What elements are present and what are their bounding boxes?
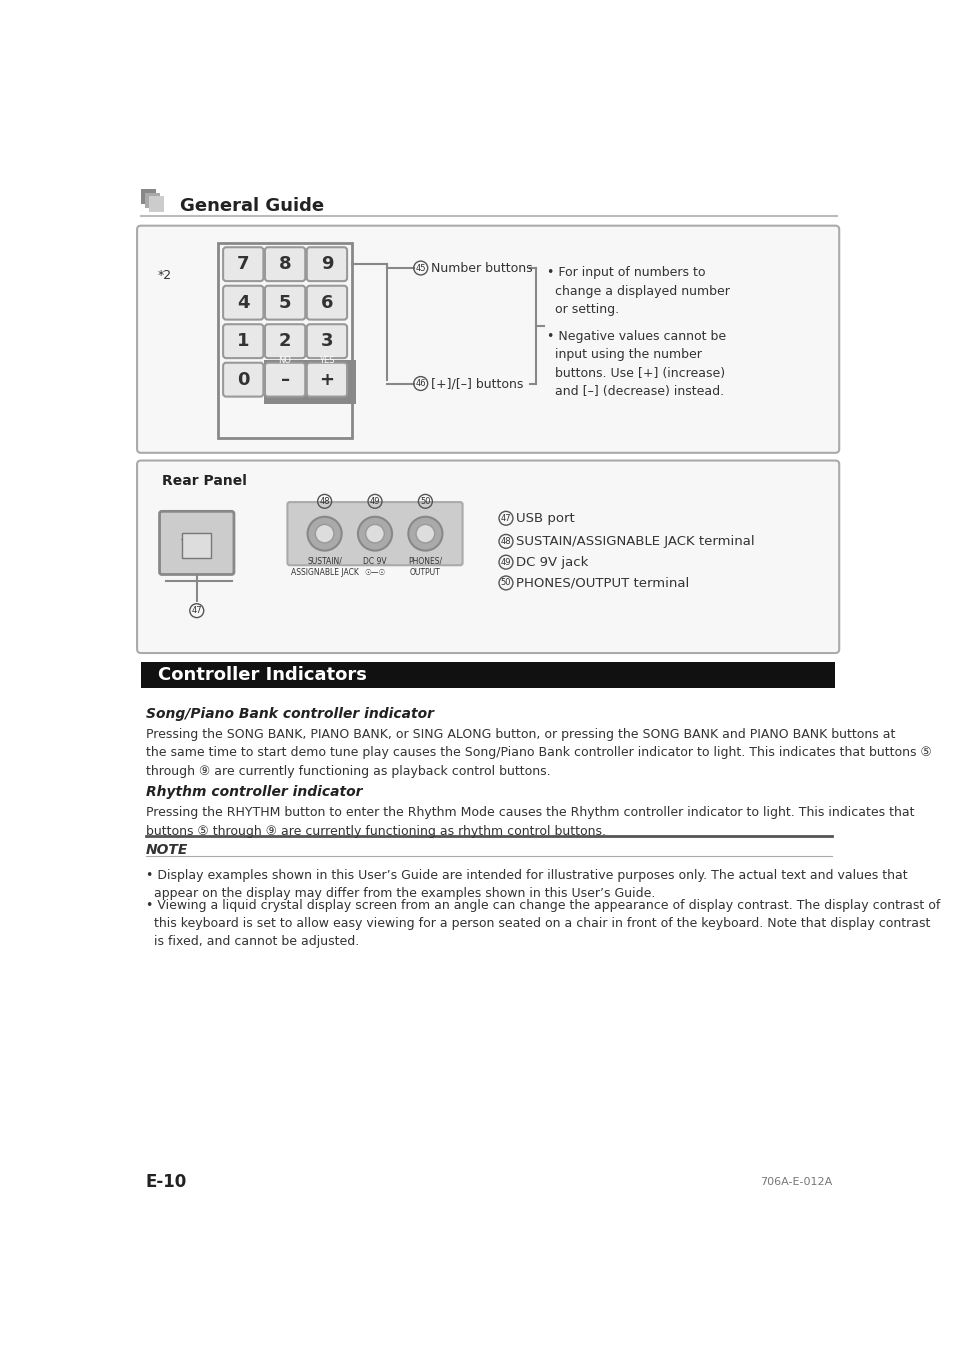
FancyBboxPatch shape: [137, 225, 839, 453]
Text: 46: 46: [415, 379, 426, 388]
Text: 47: 47: [192, 607, 202, 615]
Text: • Viewing a liquid crystal display screen from an angle can change the appearanc: • Viewing a liquid crystal display scree…: [146, 899, 939, 949]
Circle shape: [307, 516, 341, 550]
FancyBboxPatch shape: [307, 247, 347, 282]
FancyBboxPatch shape: [223, 247, 263, 282]
FancyBboxPatch shape: [182, 532, 212, 558]
FancyBboxPatch shape: [287, 501, 462, 565]
Text: • Display examples shown in this User’s Guide are intended for illustrative purp: • Display examples shown in this User’s …: [146, 868, 906, 899]
Text: 50: 50: [500, 578, 511, 588]
Text: 5: 5: [278, 294, 291, 311]
Text: 4: 4: [236, 294, 250, 311]
Text: Rear Panel: Rear Panel: [162, 474, 247, 488]
Text: 2: 2: [278, 332, 291, 350]
Text: USB port: USB port: [516, 512, 575, 524]
Text: 6: 6: [320, 294, 333, 311]
Text: E-10: E-10: [146, 1173, 187, 1192]
Circle shape: [315, 524, 334, 543]
Text: SUSTAIN/
ASSIGNABLE JACK: SUSTAIN/ ASSIGNABLE JACK: [291, 557, 358, 577]
Text: PHONES/
OUTPUT: PHONES/ OUTPUT: [408, 557, 442, 577]
Text: 0: 0: [236, 371, 250, 388]
FancyBboxPatch shape: [265, 363, 305, 396]
Text: Song/Piano Bank controller indicator: Song/Piano Bank controller indicator: [146, 706, 434, 721]
Text: 49: 49: [370, 497, 380, 506]
Text: 50: 50: [419, 497, 430, 506]
Text: Pressing the SONG BANK, PIANO BANK, or SING ALONG button, or pressing the SONG B: Pressing the SONG BANK, PIANO BANK, or S…: [146, 728, 930, 778]
Text: 706A-E-012A: 706A-E-012A: [760, 1177, 831, 1188]
Text: 49: 49: [500, 558, 511, 566]
Text: DC 9V jack: DC 9V jack: [516, 555, 588, 569]
Text: • For input of numbers to
  change a displayed number
  or setting.: • For input of numbers to change a displ…: [546, 267, 729, 317]
FancyBboxPatch shape: [137, 461, 839, 652]
FancyBboxPatch shape: [223, 363, 263, 396]
Text: Rhythm controller indicator: Rhythm controller indicator: [146, 786, 362, 799]
Text: • Negative values cannot be
  input using the number
  buttons. Use [+] (increas: • Negative values cannot be input using …: [546, 330, 725, 398]
FancyBboxPatch shape: [141, 662, 835, 689]
Circle shape: [416, 524, 435, 543]
FancyBboxPatch shape: [223, 286, 263, 319]
Circle shape: [357, 516, 392, 550]
FancyBboxPatch shape: [223, 325, 263, 359]
FancyBboxPatch shape: [265, 325, 305, 359]
Text: 45: 45: [416, 263, 426, 272]
FancyBboxPatch shape: [159, 511, 233, 574]
FancyBboxPatch shape: [265, 286, 305, 319]
FancyBboxPatch shape: [145, 193, 160, 208]
Text: ← USB: ← USB: [181, 535, 208, 543]
Text: 47: 47: [500, 514, 511, 523]
Text: Pressing the RHYTHM button to enter the Rhythm Mode causes the Rhythm controller: Pressing the RHYTHM button to enter the …: [146, 806, 913, 837]
Text: 3: 3: [320, 332, 333, 350]
FancyBboxPatch shape: [264, 360, 355, 404]
FancyBboxPatch shape: [307, 325, 347, 359]
FancyBboxPatch shape: [141, 189, 156, 204]
Text: NOTE: NOTE: [146, 842, 188, 857]
Text: SUSTAIN/ASSIGNABLE JACK terminal: SUSTAIN/ASSIGNABLE JACK terminal: [516, 535, 754, 547]
Text: 48: 48: [319, 497, 330, 506]
FancyBboxPatch shape: [149, 197, 164, 212]
FancyBboxPatch shape: [307, 363, 347, 396]
Text: DC 9V
☉—☉: DC 9V ☉—☉: [363, 557, 386, 577]
Text: [+]/[–] buttons: [+]/[–] buttons: [431, 377, 522, 390]
Text: *2: *2: [158, 270, 172, 282]
Circle shape: [365, 524, 384, 543]
Text: 8: 8: [278, 255, 291, 274]
Text: 9: 9: [320, 255, 333, 274]
Text: Number buttons: Number buttons: [431, 262, 532, 275]
Text: Controller Indicators: Controller Indicators: [158, 666, 367, 685]
Text: 48: 48: [500, 537, 511, 546]
Text: General Guide: General Guide: [179, 197, 323, 214]
FancyBboxPatch shape: [307, 286, 347, 319]
Text: NO: NO: [278, 356, 292, 365]
Text: PHONES/OUTPUT terminal: PHONES/OUTPUT terminal: [516, 577, 689, 589]
Text: 7: 7: [236, 255, 250, 274]
Text: +: +: [319, 371, 335, 388]
Circle shape: [408, 516, 442, 550]
Text: –: –: [280, 371, 290, 388]
Text: YES: YES: [319, 356, 335, 365]
FancyBboxPatch shape: [265, 247, 305, 282]
Text: 1: 1: [236, 332, 250, 350]
